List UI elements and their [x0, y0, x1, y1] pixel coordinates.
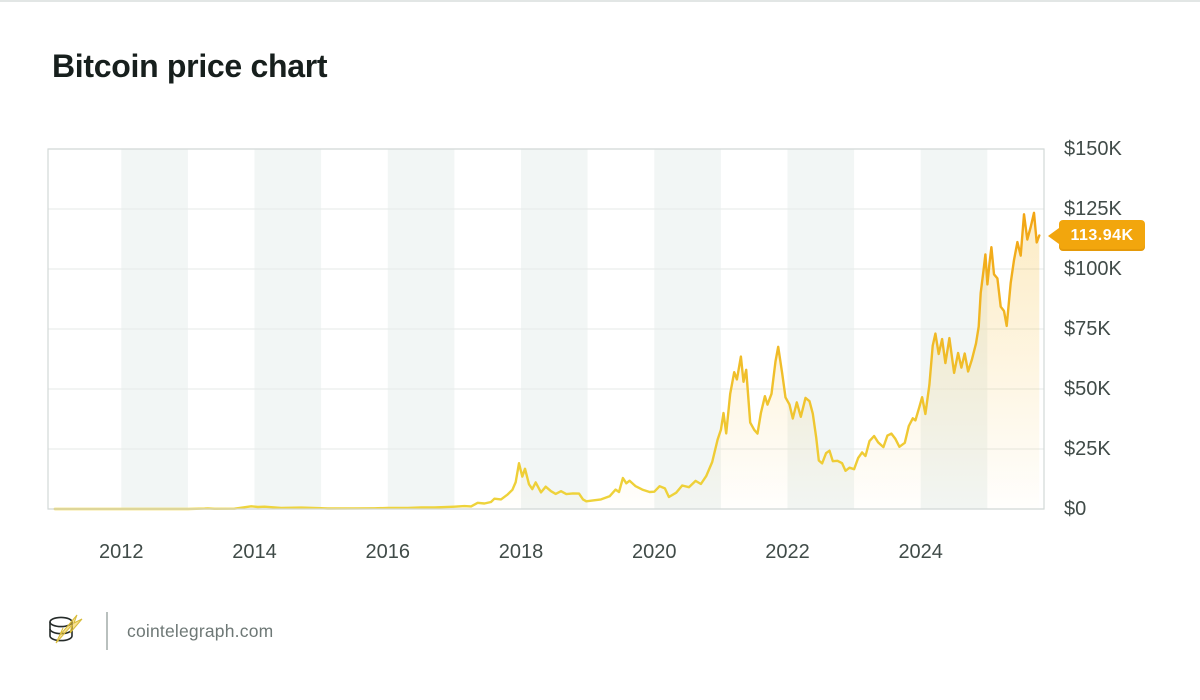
footer-site-link[interactable]: cointelegraph.com [127, 620, 274, 641]
footer-divider [106, 612, 108, 650]
price-line [53, 211, 1041, 511]
price-area-fill [54, 212, 1040, 510]
footer: cointelegraph.com [46, 608, 273, 654]
y-tick-label-125K: $125K [1064, 198, 1122, 220]
y-tick-label-75K: $75K [1064, 318, 1111, 340]
x-tick-label-2018: 2018 [498, 541, 544, 563]
cointelegraph-logo-icon [49, 614, 83, 644]
y-tick-label-150K: $150K [1064, 138, 1122, 160]
y-tick-label-25K: $25K [1064, 438, 1111, 460]
x-tick-label-2012: 2012 [99, 541, 144, 563]
x-tick-label-2022: 2022 [765, 541, 810, 563]
plot-border [47, 148, 1045, 510]
y-tick-label-50K: $50K [1064, 378, 1111, 400]
badge-left-arrow-icon [1048, 227, 1059, 244]
y-tick-label-0: $0 [1064, 498, 1087, 520]
page-title: Bitcoin price chart [52, 48, 328, 84]
x-tick-label-2024: 2024 [898, 541, 943, 563]
x-tick-label-2016: 2016 [365, 541, 411, 563]
x-tick-label-2014: 2014 [232, 541, 277, 563]
current-price-badge: 113.94K [1048, 220, 1145, 251]
y-tick-label-100K: $100K [1064, 258, 1122, 280]
current-price-value: 113.94K [1059, 220, 1145, 251]
x-tick-label-2020: 2020 [632, 541, 677, 563]
